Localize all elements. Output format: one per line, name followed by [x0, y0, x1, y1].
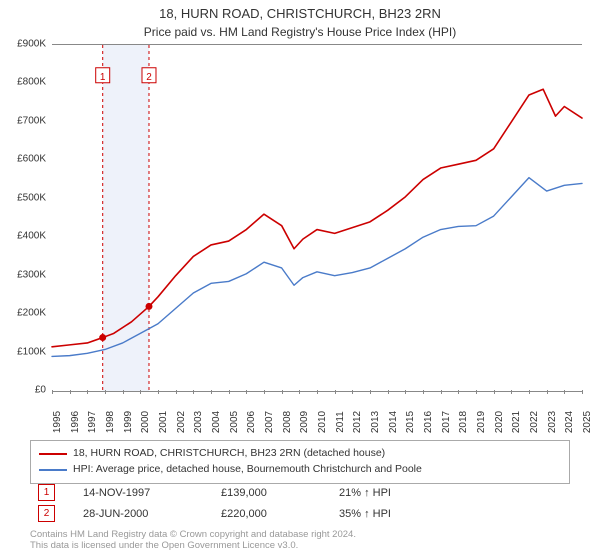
- x-tick-label: 1999: [123, 411, 134, 433]
- sale-vs-hpi: 21% ↑ HPI: [339, 487, 391, 499]
- y-axis: £0£100K£200K£300K£400K£500K£600K£700K£80…: [0, 44, 50, 390]
- sales-table: 1 14-NOV-1997 £139,000 21% ↑ HPI 2 28-JUN-200…: [30, 484, 570, 526]
- x-tick-label: 2018: [458, 411, 469, 433]
- x-tick-label: 1997: [87, 411, 98, 433]
- footnote-line2: This data is licensed under the Open Gov…: [30, 540, 298, 551]
- x-tick-label: 2010: [317, 411, 328, 433]
- footnote: Contains HM Land Registry data © Crown c…: [30, 530, 570, 552]
- y-tick-label: £600K: [17, 154, 46, 165]
- chart-container: 18, HURN ROAD, CHRISTCHURCH, BH23 2RN Pr…: [0, 0, 600, 560]
- plot-area: 12: [52, 44, 582, 392]
- x-tick-label: 2015: [405, 411, 416, 433]
- x-tick-label: 2014: [388, 411, 399, 433]
- x-tick-label: 2006: [246, 411, 257, 433]
- y-tick-label: £300K: [17, 269, 46, 280]
- y-tick-label: £100K: [17, 346, 46, 357]
- x-tick-label: 2000: [140, 411, 151, 433]
- x-axis: 1995 1996 1997 1998 1999 2000 2001 2002 2003 2004…: [52, 390, 582, 434]
- x-tick-label: 2024: [564, 411, 575, 433]
- y-tick-label: £400K: [17, 231, 46, 242]
- x-tick-label: 2005: [229, 411, 240, 433]
- x-tick-label: 2017: [441, 411, 452, 433]
- svg-text:1: 1: [100, 72, 106, 83]
- x-tick-label: 2009: [299, 411, 310, 433]
- x-tick-label: 2016: [423, 411, 434, 433]
- chart-subtitle: Price paid vs. HM Land Registry's House …: [0, 25, 600, 39]
- x-tick-label: 1996: [70, 411, 81, 433]
- x-tick-label: 1995: [52, 411, 63, 433]
- sale-date: 14-NOV-1997: [83, 487, 193, 499]
- x-tick-label: 2011: [335, 411, 346, 433]
- y-tick-label: £200K: [17, 308, 46, 319]
- sale-row: 1 14-NOV-1997 £139,000 21% ↑ HPI: [30, 484, 570, 501]
- y-tick-label: £500K: [17, 192, 46, 203]
- x-tick-label: 2004: [211, 411, 222, 433]
- footnote-line1: Contains HM Land Registry data © Crown c…: [30, 529, 356, 540]
- x-tick-label: 2021: [511, 411, 522, 433]
- y-tick-label: £0: [35, 385, 46, 396]
- x-tick-label: 2002: [176, 411, 187, 433]
- x-tick-label: 2012: [352, 411, 363, 433]
- sale-date: 28-JUN-2000: [83, 508, 193, 520]
- x-tick-label: 2001: [158, 411, 169, 433]
- x-tick-label: 1998: [105, 411, 116, 433]
- sale-marker-icon: 1: [38, 484, 55, 501]
- sale-price: £139,000: [221, 487, 311, 499]
- legend-item: HPI: Average price, detached house, Bour…: [39, 462, 561, 478]
- x-tick-label: 2008: [282, 411, 293, 433]
- x-tick-label: 2025: [582, 411, 593, 433]
- y-tick-label: £800K: [17, 77, 46, 88]
- y-tick-label: £900K: [17, 39, 46, 50]
- sale-marker-icon: 2: [38, 505, 55, 522]
- x-tick-label: 2022: [529, 411, 540, 433]
- legend-label: HPI: Average price, detached house, Bour…: [73, 462, 422, 478]
- chart-title: 18, HURN ROAD, CHRISTCHURCH, BH23 2RN: [0, 0, 600, 23]
- legend-label: 18, HURN ROAD, CHRISTCHURCH, BH23 2RN (d…: [73, 446, 385, 462]
- x-tick-label: 2023: [547, 411, 558, 433]
- legend: 18, HURN ROAD, CHRISTCHURCH, BH23 2RN (d…: [30, 440, 570, 484]
- sale-price: £220,000: [221, 508, 311, 520]
- x-tick-label: 2003: [193, 411, 204, 433]
- sale-row: 2 28-JUN-2000 £220,000 35% ↑ HPI: [30, 505, 570, 522]
- legend-item: 18, HURN ROAD, CHRISTCHURCH, BH23 2RN (d…: [39, 446, 561, 462]
- svg-text:2: 2: [146, 72, 152, 83]
- y-tick-label: £700K: [17, 115, 46, 126]
- x-tick-label: 2007: [264, 411, 275, 433]
- plot-svg: 12: [52, 45, 582, 391]
- x-tick-label: 2019: [476, 411, 487, 433]
- sale-vs-hpi: 35% ↑ HPI: [339, 508, 391, 520]
- x-tick-label: 2013: [370, 411, 381, 433]
- x-tick-label: 2020: [494, 411, 505, 433]
